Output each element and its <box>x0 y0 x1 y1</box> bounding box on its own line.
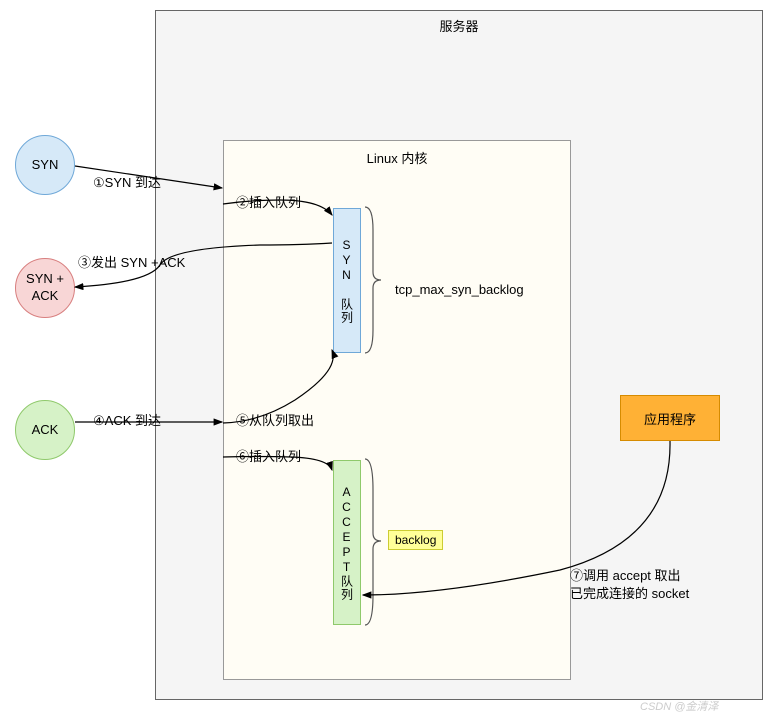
kernel-title: Linux 内核 <box>223 148 571 167</box>
syn-queue-label: SYN 队列 <box>339 238 356 324</box>
step-4-label: ④ACK 到达 <box>93 410 161 429</box>
step-6-label: ⑥插入队列 <box>236 446 301 465</box>
step-7-line1: ⑦调用 accept 取出 <box>570 565 681 584</box>
step-1-label: ①SYN 到达 <box>93 172 161 191</box>
step-3-label: ③发出 SYN +ACK <box>78 252 185 271</box>
server-title: 服务器 <box>155 16 763 35</box>
backlog-badge: backlog <box>388 530 443 550</box>
tcp-backlog-label: tcp_max_syn_backlog <box>395 282 524 297</box>
step-5-label: ⑤从队列取出 <box>236 410 314 429</box>
backlog-badge-label: backlog <box>395 533 436 547</box>
syn-queue: SYN 队列 <box>333 208 361 353</box>
step-7-line2: 已完成连接的 socket <box>570 583 689 602</box>
accept-queue: ACCEPT队列 <box>333 460 361 625</box>
accept-queue-label: ACCEPT队列 <box>339 485 356 601</box>
syn-circle-label: SYN <box>32 157 59 174</box>
ack-circle: ACK <box>15 400 75 460</box>
syn-circle: SYN <box>15 135 75 195</box>
app-box: 应用程序 <box>620 395 720 441</box>
step-2-label: ②插入队列 <box>236 192 301 211</box>
app-box-label: 应用程序 <box>644 409 696 428</box>
synack-circle-label: SYN + ACK <box>26 271 64 305</box>
watermark: CSDN @金清泽 <box>640 698 718 714</box>
synack-circle: SYN + ACK <box>15 258 75 318</box>
ack-circle-label: ACK <box>32 422 59 439</box>
